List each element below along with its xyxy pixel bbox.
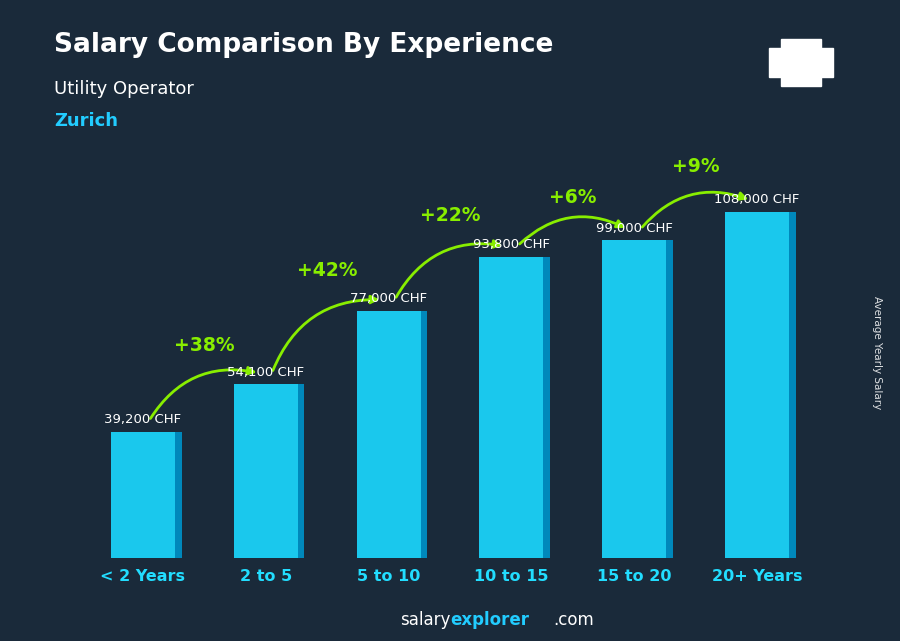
Text: .com: .com: [554, 612, 594, 629]
Text: Utility Operator: Utility Operator: [54, 80, 194, 98]
Bar: [480, 257, 544, 558]
Bar: [111, 432, 175, 558]
Text: 99,000 CHF: 99,000 CHF: [596, 222, 672, 235]
Bar: [234, 384, 298, 558]
Text: 93,800 CHF: 93,800 CHF: [472, 238, 550, 251]
Bar: [356, 311, 420, 558]
Bar: [770, 48, 832, 77]
Text: +42%: +42%: [297, 262, 357, 281]
Text: 39,200 CHF: 39,200 CHF: [104, 413, 182, 426]
Bar: [725, 212, 789, 558]
Polygon shape: [544, 257, 550, 558]
Text: +6%: +6%: [549, 188, 597, 206]
Bar: [602, 240, 666, 558]
Text: 77,000 CHF: 77,000 CHF: [350, 292, 428, 305]
Bar: [781, 39, 821, 86]
Polygon shape: [175, 432, 182, 558]
Text: 108,000 CHF: 108,000 CHF: [715, 193, 800, 206]
Text: Zurich: Zurich: [54, 112, 118, 130]
Text: salary: salary: [400, 612, 450, 629]
Text: 54,100 CHF: 54,100 CHF: [227, 365, 304, 378]
Text: Salary Comparison By Experience: Salary Comparison By Experience: [54, 32, 554, 58]
Polygon shape: [420, 311, 427, 558]
Text: +9%: +9%: [672, 157, 719, 176]
Polygon shape: [789, 212, 796, 558]
Text: Average Yearly Salary: Average Yearly Salary: [872, 296, 883, 409]
Text: +22%: +22%: [419, 206, 481, 225]
Polygon shape: [298, 384, 304, 558]
Text: explorer: explorer: [450, 612, 529, 629]
Text: +38%: +38%: [174, 337, 235, 355]
Polygon shape: [666, 240, 673, 558]
